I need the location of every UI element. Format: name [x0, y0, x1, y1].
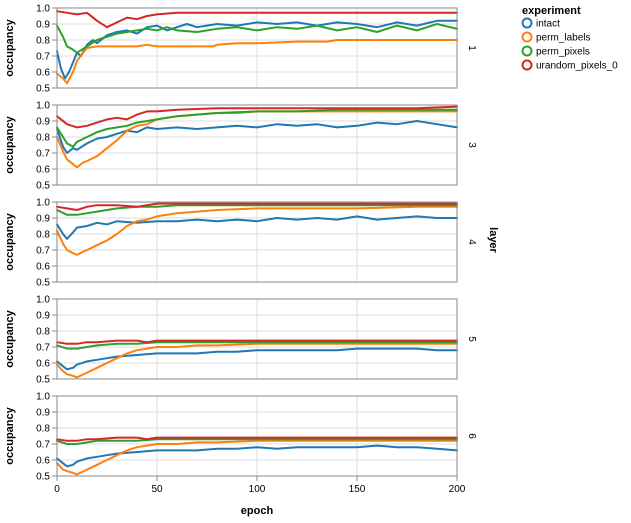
y-tick-label: 0.5: [36, 375, 50, 386]
x-tick-label: 50: [151, 484, 163, 495]
y-tick-label: 0.8: [36, 230, 50, 241]
facet-panel-layer-1: 0.5 0.6 0.7 0.8 0.9 1.0 occupancy 1: [4, 4, 477, 95]
series-line-intact-layer-1: [56, 19, 458, 80]
y-tick-label: 0.8: [36, 424, 50, 435]
legend-label-perm-pixels: perm_pixels: [536, 47, 590, 58]
y-tick-label: 1.0: [36, 392, 50, 403]
facet-frame: [56, 298, 458, 380]
facet-label-5: 5: [466, 336, 477, 342]
y-tick-label: 1.0: [36, 295, 50, 306]
series-line-urandom-pixels-0-layer-1: [56, 10, 458, 29]
y-tick-label: 0.5: [36, 278, 50, 289]
facet-label-4: 4: [466, 239, 477, 245]
series-line-intact-layer-5: [56, 347, 458, 371]
legend-title: experiment: [522, 5, 581, 17]
facet-panels: 0.5 0.6 0.7 0.8 0.9 1.0 occupancy 1 0.5 0.6 0.7 0.8…: [4, 4, 477, 483]
y-tick-label: 0.6: [36, 262, 50, 273]
y-tick-label: 1.0: [36, 101, 50, 112]
series-line-urandom-pixels-0-layer-6: [56, 436, 458, 442]
y-tick-label: 1.0: [36, 198, 50, 209]
x-tick-label: 100: [249, 484, 266, 495]
facet-panel-layer-6: 0.5 0.6 0.7 0.8 0.9 1.0 occupancy 6: [4, 392, 477, 483]
y-axis-title: occupancy: [4, 309, 16, 367]
facet-row-title: layer: [487, 227, 499, 253]
y-axis-title: occupancy: [4, 115, 16, 173]
y-tick-label: 0.6: [36, 359, 50, 370]
series-line-urandom-pixels-0-layer-5: [56, 339, 458, 345]
series-line-urandom-pixels-0-layer-4: [56, 202, 458, 211]
y-tick-label: 0.7: [36, 246, 50, 257]
y-tick-label: 0.5: [36, 84, 50, 95]
series-line-intact-layer-3: [56, 120, 458, 154]
facet-panel-layer-3: 0.5 0.6 0.7 0.8 0.9 1.0 occupancy 3: [4, 101, 477, 192]
facet-label-6: 6: [466, 433, 477, 439]
y-tick-label: 0.7: [36, 52, 50, 63]
y-tick-label: 0.9: [36, 214, 50, 225]
facet-panel-layer-4: 0.5 0.6 0.7 0.8 0.9 1.0 occupancy 4: [4, 198, 477, 289]
y-tick-label: 0.8: [36, 327, 50, 338]
x-tick-label: 0: [54, 484, 60, 495]
y-tick-label: 0.9: [36, 20, 50, 31]
facet-label-1: 1: [466, 45, 477, 51]
series-line-perm-labels-layer-1: [56, 39, 458, 85]
y-tick-label: 0.7: [36, 149, 50, 160]
y-tick-label: 1.0: [36, 4, 50, 15]
facet-panel-layer-5: 0.5 0.6 0.7 0.8 0.9 1.0 occupancy 5: [4, 295, 477, 386]
y-tick-label: 0.5: [36, 181, 50, 192]
series-line-perm-labels-layer-5: [56, 342, 458, 379]
series-line-perm-pixels-layer-1: [56, 23, 458, 54]
y-tick-label: 0.8: [36, 36, 50, 47]
y-tick-label: 0.7: [36, 440, 50, 451]
y-tick-label: 0.9: [36, 117, 50, 128]
y-tick-label: 0.6: [36, 68, 50, 79]
x-axis-title: epoch: [241, 505, 274, 517]
facet-frame: [56, 104, 458, 186]
series-line-perm-pixels-layer-3: [56, 108, 458, 148]
x-tick-label: 200: [449, 484, 466, 495]
y-axis-title: occupancy: [4, 406, 16, 464]
legend-symbol-intact: [521, 17, 533, 29]
legend-symbol-perm-pixels: [521, 45, 533, 57]
y-tick-label: 0.9: [36, 311, 50, 322]
x-tick-label: 150: [349, 484, 366, 495]
series-line-urandom-pixels-0-layer-3: [56, 105, 458, 129]
y-axis-title: occupancy: [4, 18, 16, 76]
facet-frame: [56, 201, 458, 283]
y-tick-label: 0.6: [36, 165, 50, 176]
y-tick-label: 0.7: [36, 343, 50, 354]
legend-label-perm-labels: perm_labels: [536, 33, 590, 44]
x-axis: 0 50 100 150 200: [54, 476, 466, 495]
legend-label-intact: intact: [536, 19, 560, 30]
y-axis-title: occupancy: [4, 212, 16, 270]
series-line-perm-labels-layer-6: [56, 439, 458, 476]
facet-frame: [56, 7, 458, 89]
legend-symbol-perm-labels: [521, 31, 533, 43]
legend-label-urandom-pixels-0: urandom_pixels_0: [536, 61, 618, 72]
legend: experiment intact perm_labels perm_pixelsu…: [521, 5, 618, 72]
y-tick-label: 0.6: [36, 456, 50, 467]
facet-label-3: 3: [466, 142, 477, 148]
legend-symbol-urandom-pixels-0: [521, 59, 533, 71]
series-line-perm-pixels-layer-4: [56, 204, 458, 216]
y-tick-label: 0.9: [36, 408, 50, 419]
series-line-intact-layer-6: [56, 444, 458, 468]
series-line-intact-layer-4: [56, 215, 458, 240]
y-tick-label: 0.5: [36, 472, 50, 483]
y-tick-label: 0.8: [36, 133, 50, 144]
series-line-perm-labels-layer-4: [56, 205, 458, 256]
